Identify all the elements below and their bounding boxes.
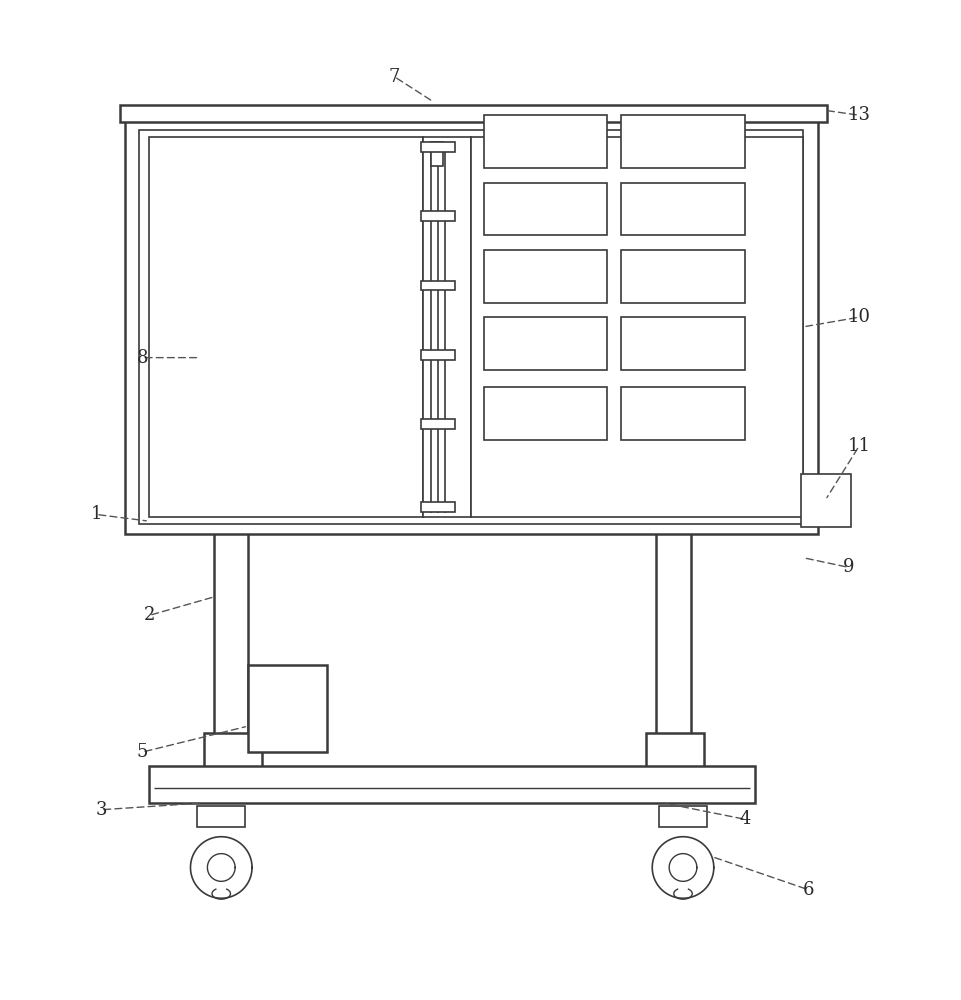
Bar [423,137,471,517]
Bar [483,317,606,370]
Bar [621,387,744,440]
Text: 11: 11 [847,437,870,455]
Bar [431,142,442,166]
Bar [421,142,455,152]
Bar [139,130,802,524]
Bar [421,350,455,360]
Bar [149,766,754,803]
Bar [801,474,850,527]
Bar [621,115,744,168]
Bar [621,250,744,303]
Bar [646,733,703,769]
Bar [483,387,606,440]
Bar [248,665,327,752]
Bar [483,250,606,303]
Bar [120,105,826,122]
Bar [421,419,455,429]
Bar [125,120,817,534]
Bar [471,137,802,517]
Bar [421,211,455,221]
Text: 8: 8 [136,349,148,367]
Text: 1: 1 [90,505,102,523]
Bar [421,281,455,290]
Text: 3: 3 [95,801,107,819]
Text: 7: 7 [388,68,400,86]
Bar [421,502,455,512]
Bar [483,183,606,235]
Text: 9: 9 [842,558,853,576]
Bar [621,317,744,370]
Text: 6: 6 [801,881,813,899]
Bar [658,806,706,827]
Text: 2: 2 [143,606,155,624]
Text: 4: 4 [739,810,751,828]
Text: 5: 5 [136,743,148,761]
Bar [149,137,423,517]
Bar [197,806,245,827]
Text: 10: 10 [847,308,870,326]
Bar [204,733,261,769]
Bar [621,183,744,235]
Text: 13: 13 [847,106,870,124]
Bar [483,115,606,168]
